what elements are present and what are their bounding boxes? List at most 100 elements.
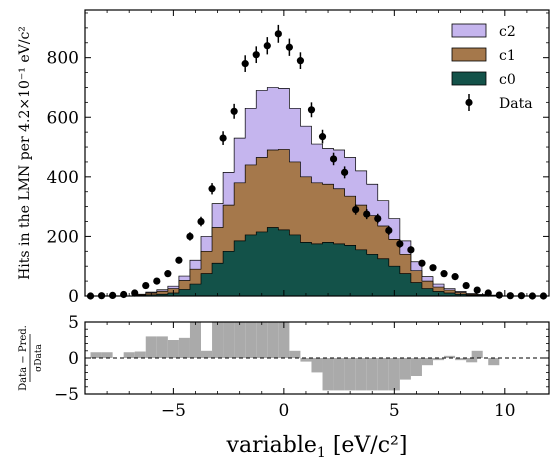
data-point [429, 264, 437, 272]
legend-swatch-c1 [451, 47, 487, 62]
data-point [407, 246, 415, 254]
data-point [418, 259, 426, 267]
main-plot-frame [84, 9, 550, 297]
residual-bar [289, 350, 301, 358]
residual-bar [410, 358, 422, 376]
residual-bar [167, 340, 179, 358]
residual-bar [278, 322, 290, 358]
x-axis-label-main: variable [226, 433, 317, 458]
residual-bar [267, 322, 279, 358]
data-point [120, 290, 128, 299]
residual-bar [433, 358, 445, 361]
legend-label-Data: Data [499, 96, 533, 112]
data-point [484, 289, 492, 297]
main-axis-ticks [84, 10, 550, 297]
series-c0-fill [90, 227, 549, 297]
data-point [175, 256, 183, 264]
residual-bar [455, 358, 467, 361]
residual-axis-ticks [84, 321, 550, 395]
x-tick-label: −5 [161, 401, 186, 421]
residual-bar [322, 358, 334, 391]
residual-bar [223, 322, 235, 358]
data-point [318, 133, 327, 141]
residual-panel: −5 0 5 −5 0 5 10 Data − Pred. σData variable1… [18, 313, 550, 461]
legend-swatch-c0 [451, 71, 487, 86]
data-point [142, 281, 150, 290]
data-point [153, 277, 161, 285]
main-histogram-panel: 0 200 400 600 800 Hits in the LMN per 4.2×10… [17, 9, 550, 307]
residual-bar [366, 358, 378, 391]
residual-bar [134, 351, 146, 358]
x-axis-label: variable1 [eV/c²] [226, 433, 408, 461]
data-point [396, 240, 404, 248]
legend-label-c1: c1 [499, 48, 516, 64]
data-point [252, 51, 260, 59]
residual-bar [399, 358, 411, 380]
residual-bar [178, 337, 190, 358]
residual-bar [245, 322, 257, 358]
main-y-tick-labels: 0 200 400 600 800 [47, 49, 79, 307]
residual-bar [145, 336, 157, 358]
residual-bar [471, 350, 483, 358]
residual-y-tick-label: −5 [54, 385, 79, 405]
data-point [197, 217, 205, 226]
residual-bar [156, 336, 168, 358]
residual-bar [201, 350, 213, 358]
residual-bar [101, 352, 113, 358]
residual-bar [488, 358, 500, 366]
residual-bar [444, 355, 456, 358]
residual-bar [344, 358, 356, 391]
residual-y-axis-label: Data − Pred. σData [18, 325, 44, 391]
data-point [440, 270, 448, 278]
residual-bar [90, 352, 102, 358]
x-tick-label: 5 [389, 401, 400, 421]
data-point [274, 30, 282, 38]
stacked-histogram-fills [90, 87, 549, 297]
residual-bar [377, 358, 389, 391]
legend-label-c0: c0 [499, 72, 516, 88]
data-point [307, 106, 316, 114]
main-y-axis-label: Hits in the LMN per 4.2×10⁻¹ eV/c² [17, 26, 33, 280]
data-point [208, 185, 216, 193]
data-point [329, 155, 338, 163]
residual-bar [256, 322, 268, 358]
x-tick-labels: −5 0 5 10 [161, 401, 516, 421]
residual-bar [355, 358, 367, 391]
residual-y-tick-label: 5 [68, 313, 79, 333]
residual-bar [311, 358, 323, 373]
residual-bar [333, 358, 345, 391]
data-point [363, 210, 371, 218]
data-point [473, 286, 481, 294]
y-tick-label: 200 [47, 227, 79, 247]
legend-swatch-c2 [451, 23, 487, 38]
x-tick-label: 10 [494, 401, 516, 421]
residual-y-tick-labels: −5 0 5 [54, 313, 79, 405]
data-point [341, 168, 349, 176]
data-point [385, 226, 393, 235]
data-point [462, 281, 470, 290]
legend-data-marker [465, 98, 473, 107]
data-point [352, 206, 360, 214]
legend-label-c2: c2 [499, 24, 516, 40]
residual-bar [212, 322, 224, 358]
data-point [374, 214, 382, 223]
residual-y-label-numerator: Data − Pred. [18, 325, 29, 391]
y-tick-label: 400 [47, 168, 79, 188]
y-tick-label: 800 [47, 49, 79, 69]
data-point [263, 42, 271, 50]
data-point [219, 134, 227, 142]
data-point [164, 270, 172, 278]
y-tick-label: 600 [47, 108, 79, 128]
residual-bar [234, 322, 246, 358]
data-point [451, 273, 459, 281]
residual-bar [189, 322, 201, 358]
data-point [495, 291, 503, 299]
legend: c2 c1 c0 Data [451, 23, 533, 112]
data-point [285, 43, 293, 51]
data-point [296, 57, 305, 65]
x-axis-label-subscript: 1 [317, 445, 326, 461]
residual-bar [300, 358, 312, 362]
residual-bar [388, 358, 400, 391]
residual-bar [421, 358, 433, 366]
